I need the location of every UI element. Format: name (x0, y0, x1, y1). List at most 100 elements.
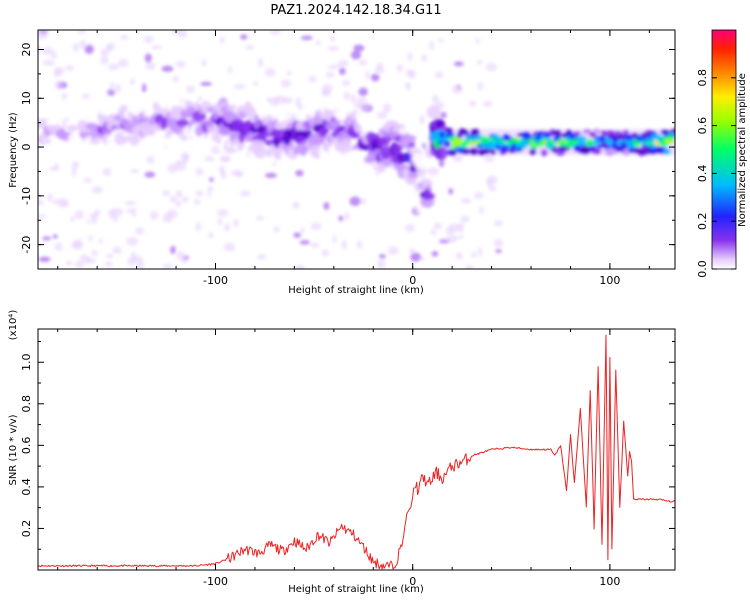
heatmap-cell (115, 83, 122, 94)
heatmap-cell (443, 140, 451, 148)
heatmap-cell (280, 79, 292, 88)
heatmap-cell (421, 54, 428, 62)
heatmap-cell (52, 199, 60, 205)
heatmap-cell (327, 46, 339, 52)
heatmap-cell (147, 155, 155, 164)
heatmap-cell (176, 251, 186, 261)
heatmap-cell (485, 63, 498, 72)
heatmap-cell (349, 196, 361, 207)
heatmap-cell (339, 144, 352, 153)
heatmap-cell (529, 148, 537, 156)
heatmap-cell (217, 217, 223, 226)
heatmap-cell (300, 227, 306, 234)
y-tick-label: 0.8 (20, 395, 33, 413)
heatmap-cell (606, 129, 615, 137)
heatmap-cell (195, 222, 202, 232)
heatmap-cell (490, 150, 497, 155)
heatmap-cell (110, 81, 115, 91)
spectrogram-ylabel: Frequency (Hz) (8, 112, 19, 188)
snr-frame (37, 328, 676, 571)
heatmap-cell (38, 214, 46, 219)
heatmap-cell (280, 109, 288, 121)
heatmap-cell (164, 93, 172, 103)
heatmap-cell (100, 55, 109, 65)
heatmap-cell (38, 30, 48, 40)
heatmap-cell (462, 148, 470, 155)
heatmap-cell (275, 120, 289, 129)
heatmap-cell (264, 172, 277, 179)
heatmap-cell (175, 199, 181, 208)
heatmap-cell (71, 166, 77, 177)
heatmap-cell (207, 190, 212, 197)
heatmap-cell (233, 83, 246, 90)
snr-plot-area (38, 329, 675, 570)
heatmap-cell (143, 35, 154, 44)
heatmap-cell (219, 36, 226, 44)
heatmap-cell (540, 149, 548, 157)
heatmap-cell (408, 248, 416, 254)
heatmap-cell (230, 169, 243, 176)
heatmap-cell (186, 85, 195, 94)
heatmap-cell (420, 174, 426, 179)
heatmap-cell (181, 196, 189, 203)
heatmap-cell (377, 111, 388, 120)
heatmap-cell (294, 264, 306, 269)
heatmap-cell (473, 128, 480, 136)
y-tick-label: 0.2 (20, 520, 33, 538)
heatmap-cell (256, 215, 265, 221)
heatmap-cell (253, 145, 267, 159)
heatmap-cell (321, 88, 329, 95)
heatmap-cell (177, 30, 187, 39)
heatmap-cell (310, 242, 320, 248)
heatmap-cell (439, 111, 447, 119)
heatmap-cell (583, 129, 591, 134)
heatmap-cell (479, 206, 484, 215)
heatmap-cell (325, 71, 335, 78)
heatmap-cell (98, 238, 103, 244)
heatmap-cell (245, 44, 255, 50)
heatmap-cell (295, 97, 301, 107)
heatmap-cell (55, 66, 65, 75)
heatmap-cell (83, 177, 93, 183)
y-tick-label: 0.4 (20, 478, 33, 496)
heatmap-cell (431, 250, 439, 257)
heatmap-cell (458, 234, 463, 240)
heatmap-cell (633, 140, 642, 147)
heatmap-cell (448, 188, 454, 195)
heatmap-cell (407, 52, 413, 62)
heatmap-cell (593, 128, 601, 135)
heatmap-cell (57, 202, 66, 208)
heatmap-cell (609, 150, 618, 155)
colorbar-tick-label: 0.4 (696, 165, 709, 183)
heatmap-cell (54, 80, 63, 91)
heatmap-cell (108, 63, 119, 71)
y-tick-label: -20 (20, 236, 33, 254)
heatmap-cell (387, 246, 399, 255)
heatmap-cell (376, 259, 386, 269)
heatmap-cell (240, 190, 251, 197)
heatmap-cell (131, 207, 137, 217)
heatmap-cell (419, 114, 426, 125)
heatmap-cell (41, 46, 54, 55)
heatmap-cell (82, 93, 90, 100)
heatmap-cell (475, 38, 480, 44)
heatmap-cell (130, 168, 139, 174)
heatmap-cell (319, 127, 330, 135)
heatmap-cell (452, 155, 463, 163)
heatmap-cell (330, 35, 336, 43)
heatmap-cell (482, 100, 493, 107)
heatmap-cell (293, 232, 302, 238)
heatmap-cell (200, 81, 212, 87)
heatmap-cell (445, 227, 455, 235)
heatmap-cell (72, 148, 80, 162)
heatmap-cell (112, 215, 119, 222)
heatmap-cell (325, 98, 337, 111)
heatmap-cell (411, 152, 426, 165)
heatmap-cell (358, 59, 368, 66)
heatmap-cell (350, 50, 362, 60)
heatmap-cell (460, 129, 469, 136)
heatmap-cell (89, 137, 101, 145)
heatmap-cell (338, 67, 346, 75)
heatmap-cell (350, 94, 357, 104)
